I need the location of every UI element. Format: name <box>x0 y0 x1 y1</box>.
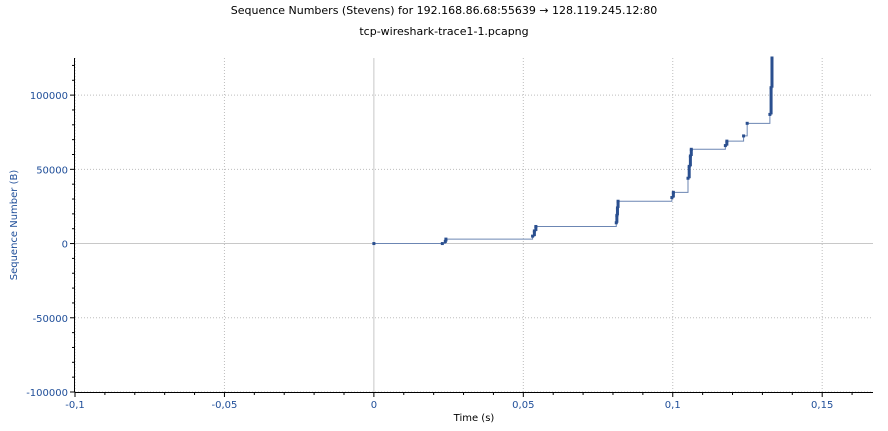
x-tick-label: -0,1 <box>65 400 85 411</box>
sequence-point <box>745 121 749 125</box>
series-layer <box>372 56 774 246</box>
sequence-point <box>742 134 746 138</box>
plot-axes <box>74 58 873 393</box>
grid <box>74 58 873 393</box>
sequence-point <box>440 242 444 246</box>
x-axis-label: Time (s) <box>453 413 495 424</box>
zero-axis-lines <box>75 58 873 392</box>
x-tick-label: -0,05 <box>212 400 238 411</box>
sequence-point <box>531 234 535 238</box>
y-axis-label: Sequence Number (B) <box>9 170 20 281</box>
x-tick-label: 0,1 <box>665 400 681 411</box>
y-tick-label: -100000 <box>26 388 68 399</box>
x-tick-label: 0,15 <box>811 400 833 411</box>
y-tick-label: 100000 <box>30 91 68 102</box>
y-tick-label: 0 <box>62 240 68 251</box>
x-tick-label: 0,05 <box>512 400 534 411</box>
x-tick-label: 0 <box>371 400 377 411</box>
x-axis-ticks: -0,1 -0,05 0 0,05 0,1 0,15 <box>65 392 853 411</box>
y-tick-label: -50000 <box>33 314 68 325</box>
chart-title: Sequence Numbers (Stevens) for 192.168.8… <box>230 4 658 17</box>
chart-subtitle: tcp-wireshark-trace1-1.pcapng <box>359 25 529 38</box>
y-axis-ticks: -100000 -50000 0 50000 100000 <box>26 64 75 399</box>
sequence-point <box>372 242 376 246</box>
y-tick-label: 50000 <box>36 165 68 176</box>
sequence-step-line <box>373 58 773 245</box>
